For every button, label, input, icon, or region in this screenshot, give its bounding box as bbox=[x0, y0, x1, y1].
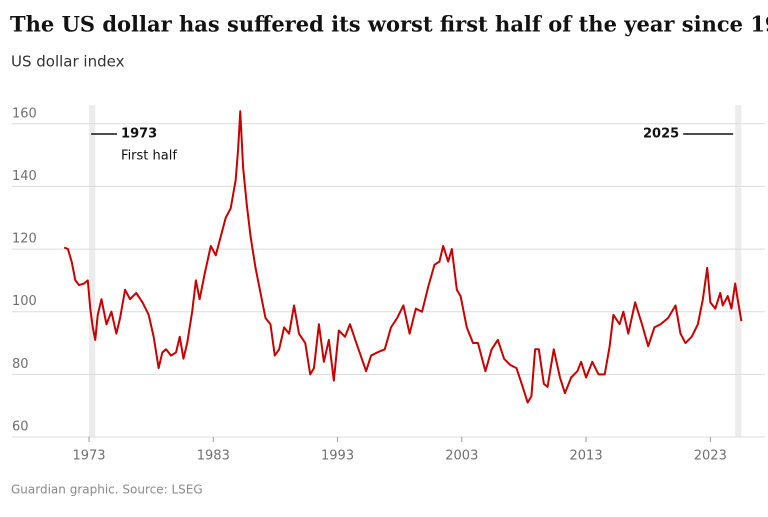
highlight-band bbox=[735, 105, 742, 437]
y-tick-label: 100 bbox=[12, 294, 37, 309]
highlight-band bbox=[89, 105, 96, 437]
x-tick-label: 2013 bbox=[570, 449, 603, 464]
chart-title: The US dollar has suffered its worst fir… bbox=[10, 12, 768, 37]
x-tick-label: 1993 bbox=[321, 449, 354, 464]
y-tick-label: 60 bbox=[12, 420, 29, 435]
chart-subtitle: US dollar index bbox=[11, 53, 125, 71]
y-tick-label: 140 bbox=[12, 169, 37, 184]
x-tick-label: 2003 bbox=[445, 449, 478, 464]
annotation-label: 2025 bbox=[643, 127, 679, 142]
x-tick-label: 2023 bbox=[694, 449, 727, 464]
x-tick-label: 1973 bbox=[72, 449, 105, 464]
annotation-label: 1973 bbox=[121, 127, 157, 142]
x-tick-label: 1983 bbox=[197, 449, 230, 464]
line bbox=[63, 110, 743, 404]
y-tick-label: 160 bbox=[12, 106, 37, 121]
y-tick-label: 120 bbox=[12, 232, 37, 247]
source: Guardian graphic. Source: LSEG bbox=[11, 483, 203, 497]
y-tick-label: 80 bbox=[12, 357, 29, 372]
annotation-sublabel: First half bbox=[121, 149, 177, 164]
